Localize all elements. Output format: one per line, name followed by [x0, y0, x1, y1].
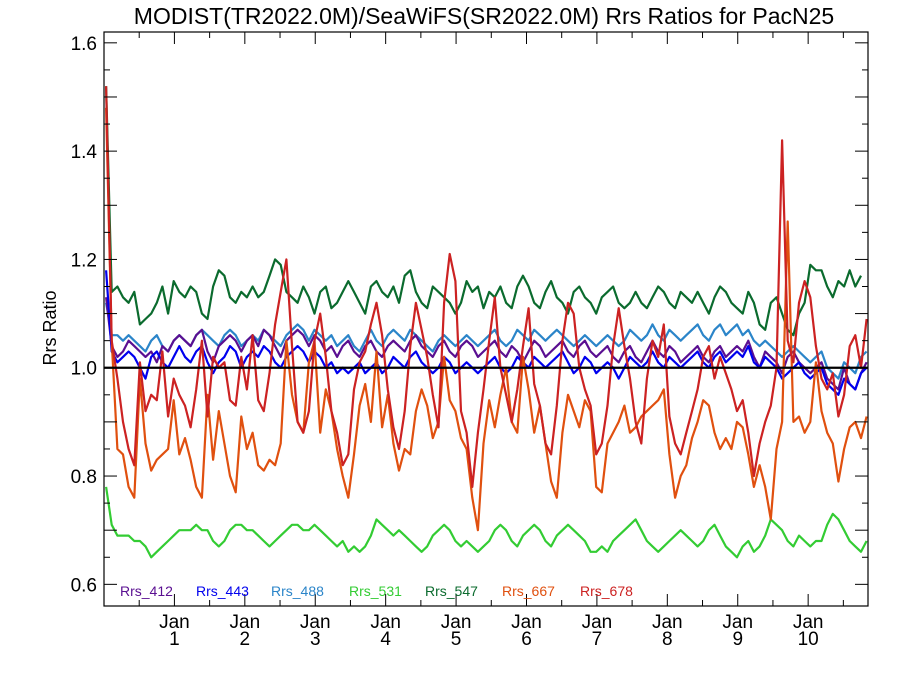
x-tick-label-month: Jan	[582, 612, 613, 633]
legend-item-rrs-531: Rrs_531	[349, 583, 402, 599]
x-tick-label-day: 1	[169, 629, 180, 650]
x-tick-label-day: 7	[592, 629, 603, 650]
chart-title: MODIST(TR2022.0M)/SeaWiFS(SR2022.0M) Rrs…	[134, 3, 834, 29]
y-tick-label: 1.0	[71, 359, 97, 380]
x-tick-label-day: 6	[521, 629, 532, 650]
x-tick-label-month: Jan	[652, 612, 683, 633]
x-tick-label-day: 3	[310, 629, 321, 650]
legend-item-rrs-488: Rrs_488	[271, 583, 324, 599]
legend-item-rrs-443: Rrs_443	[196, 583, 249, 599]
x-tick-label-day: 4	[380, 629, 391, 650]
x-tick-label-day: 9	[732, 629, 743, 650]
x-tick-label-month: Jan	[370, 612, 401, 633]
series-line-rrs-547	[105, 86, 862, 337]
x-tick-label-day: 5	[451, 629, 462, 650]
legend: Rrs_412 Rrs_443 Rrs_488 Rrs_531 Rrs_547 Rrs_6…	[120, 583, 633, 599]
x-tick-label-month: Jan	[159, 612, 190, 633]
series-layer	[105, 86, 868, 559]
x-tick-label-month: Jan	[230, 612, 261, 633]
series-line-rrs-678	[105, 86, 868, 488]
x-tick-label-month: Jan	[441, 612, 472, 633]
axes-layer: 0.60.81.01.21.41.6Jan1Jan2Jan3Jan4Jan5Ja…	[71, 31, 869, 650]
x-tick-label-day: 10	[798, 629, 819, 650]
series-line-rrs-667	[105, 107, 868, 532]
series-line-rrs-488	[105, 302, 868, 380]
y-tick-label: 0.8	[71, 467, 97, 488]
legend-item-rrs-547: Rrs_547	[425, 583, 478, 599]
y-tick-label: 1.2	[71, 250, 97, 271]
legend-item-rrs-678: Rrs_678	[580, 583, 633, 599]
series-line-rrs-531	[105, 486, 868, 559]
x-tick-label-day: 8	[662, 629, 673, 650]
x-tick-label-day: 2	[240, 629, 251, 650]
y-tick-label: 0.6	[71, 575, 97, 596]
series-line-rrs-412	[105, 297, 868, 391]
legend-item-rrs-412: Rrs_412	[120, 583, 173, 599]
x-tick-label-month: Jan	[300, 612, 331, 633]
y-axis-label: Rrs Ratio	[40, 290, 60, 365]
x-tick-label-month: Jan	[511, 612, 542, 633]
y-tick-label: 1.4	[71, 142, 98, 163]
plot-frame	[103, 31, 869, 607]
legend-item-rrs-667: Rrs_667	[502, 583, 555, 599]
y-tick-label: 1.6	[71, 34, 97, 55]
x-tick-label-month: Jan	[793, 612, 824, 633]
x-tick-label-month: Jan	[722, 612, 753, 633]
